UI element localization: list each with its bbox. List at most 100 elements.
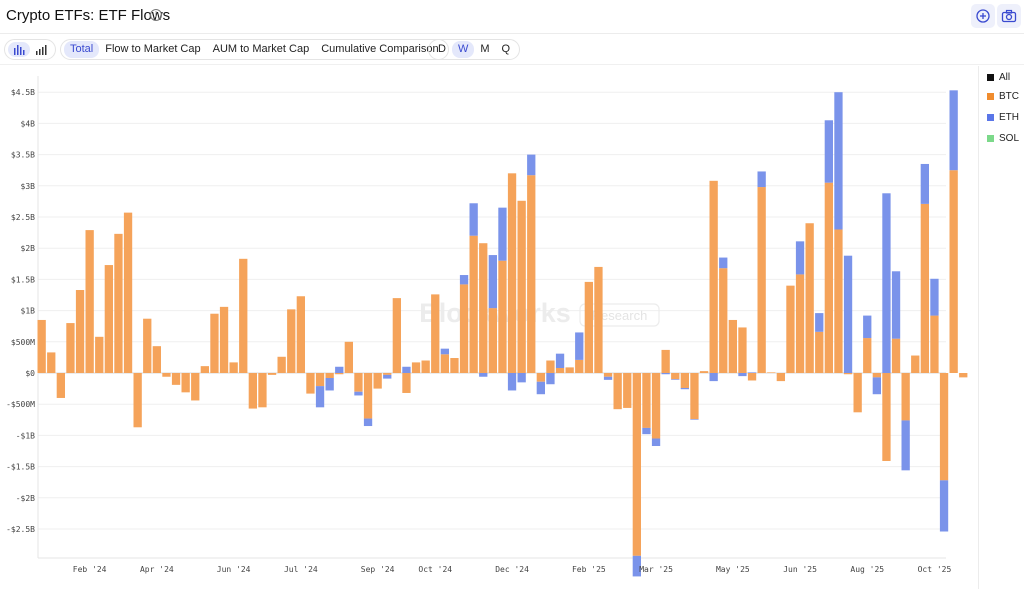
bar-btc[interactable] (786, 285, 795, 373)
bar-btc[interactable] (488, 308, 497, 373)
bar-btc[interactable] (75, 290, 85, 373)
bar-eth[interactable] (661, 373, 670, 375)
bar-btc[interactable] (267, 373, 277, 375)
bar-btc[interactable] (843, 373, 853, 375)
bar-eth[interactable] (402, 366, 411, 373)
bar-btc[interactable] (152, 346, 161, 373)
bar-btc[interactable] (306, 373, 315, 394)
bar-btc[interactable] (815, 331, 824, 373)
bar-btc[interactable] (872, 373, 881, 378)
bar-chart-button[interactable] (8, 42, 30, 57)
bar-eth[interactable] (680, 387, 689, 390)
bar-btc[interactable] (239, 258, 248, 373)
bar-eth[interactable] (325, 377, 334, 391)
bar-btc[interactable] (565, 367, 574, 373)
bar-eth[interactable] (632, 555, 641, 577)
bar-eth[interactable] (920, 163, 929, 204)
bar-btc[interactable] (37, 319, 46, 373)
bar-btc[interactable] (891, 338, 901, 373)
bar-btc[interactable] (680, 373, 689, 388)
view-aum-to-market-cap[interactable]: AUM to Market Cap (212, 43, 310, 55)
bar-btc[interactable] (507, 173, 517, 373)
bar-eth[interactable] (891, 271, 901, 339)
bar-eth[interactable] (834, 92, 843, 230)
bar-eth[interactable] (949, 90, 958, 171)
add-chart-button[interactable] (971, 4, 995, 28)
bar-btc[interactable] (920, 203, 929, 373)
bar-btc[interactable] (277, 356, 286, 373)
bar-btc[interactable] (584, 281, 593, 373)
bar-btc[interactable] (104, 265, 113, 373)
bar-eth[interactable] (738, 373, 747, 377)
bar-eth[interactable] (757, 171, 766, 188)
bar-eth[interactable] (479, 373, 488, 377)
bar-eth[interactable] (354, 391, 363, 396)
bar-btc[interactable] (853, 373, 862, 413)
bar-btc[interactable] (795, 274, 805, 373)
bar-btc[interactable] (133, 373, 142, 428)
legend-item-btc[interactable]: BTC (987, 89, 1019, 103)
bar-btc[interactable] (632, 373, 641, 556)
bar-btc[interactable] (335, 373, 344, 375)
bar-eth[interactable] (555, 353, 565, 369)
bar-btc[interactable] (344, 341, 353, 373)
bar-btc[interactable] (805, 223, 814, 373)
interval-weekly[interactable]: W (451, 41, 475, 58)
bar-eth[interactable] (459, 275, 469, 285)
bar-eth[interactable] (719, 257, 728, 269)
legend-item-eth[interactable]: ETH (987, 110, 1019, 124)
bar-btc[interactable] (834, 229, 843, 373)
bar-btc[interactable] (776, 373, 785, 382)
bar-eth[interactable] (815, 313, 824, 332)
bar-btc[interactable] (747, 373, 757, 381)
bar-btc[interactable] (325, 373, 334, 378)
bar-btc[interactable] (498, 260, 507, 373)
bar-btc[interactable] (459, 284, 469, 373)
legend-item-sol[interactable]: SOL (987, 131, 1019, 145)
bar-btc[interactable] (939, 373, 949, 481)
bar-btc[interactable] (363, 373, 373, 419)
bar-btc[interactable] (709, 180, 718, 373)
bar-btc[interactable] (287, 309, 296, 373)
bar-eth[interactable] (930, 278, 939, 316)
bar-btc[interactable] (824, 182, 833, 373)
bar-btc[interactable] (661, 349, 670, 373)
legend-item-all[interactable]: All (987, 70, 1010, 84)
bar-btc[interactable] (191, 373, 200, 401)
bar-btc[interactable] (728, 319, 737, 373)
bar-btc[interactable] (85, 230, 94, 373)
bar-btc[interactable] (555, 368, 565, 373)
bar-eth[interactable] (642, 427, 651, 435)
bar-btc[interactable] (699, 371, 709, 373)
bar-btc[interactable] (738, 327, 747, 373)
bar-eth[interactable] (651, 438, 661, 447)
bar-btc[interactable] (651, 373, 661, 439)
bar-eth[interactable] (863, 315, 872, 339)
bar-eth[interactable] (315, 386, 325, 408)
bar-btc[interactable] (229, 362, 238, 373)
bar-eth[interactable] (901, 420, 910, 471)
bar-btc[interactable] (911, 355, 920, 373)
bar-btc[interactable] (517, 200, 526, 373)
bar-btc[interactable] (373, 373, 382, 389)
bar-btc[interactable] (219, 306, 229, 373)
bar-btc[interactable] (594, 266, 603, 373)
bar-btc[interactable] (575, 359, 584, 373)
bar-eth[interactable] (824, 120, 833, 183)
bar-eth[interactable] (383, 374, 392, 379)
view-flow-to-market-cap[interactable]: Flow to Market Cap (105, 43, 201, 55)
bar-btc[interactable] (719, 268, 728, 373)
bar-eth[interactable] (843, 255, 853, 373)
bar-btc[interactable] (296, 296, 305, 373)
bar-btc[interactable] (143, 318, 152, 373)
interval-monthly[interactable]: M (480, 43, 490, 55)
bar-eth[interactable] (498, 207, 507, 261)
bar-btc[interactable] (210, 313, 219, 373)
bar-eth[interactable] (575, 332, 584, 360)
bar-btc[interactable] (536, 373, 545, 382)
bar-btc[interactable] (392, 298, 401, 373)
bar-eth[interactable] (690, 419, 699, 420)
bar-btc[interactable] (354, 373, 363, 392)
bar-btc[interactable] (767, 372, 776, 373)
bar-eth[interactable] (363, 418, 373, 427)
